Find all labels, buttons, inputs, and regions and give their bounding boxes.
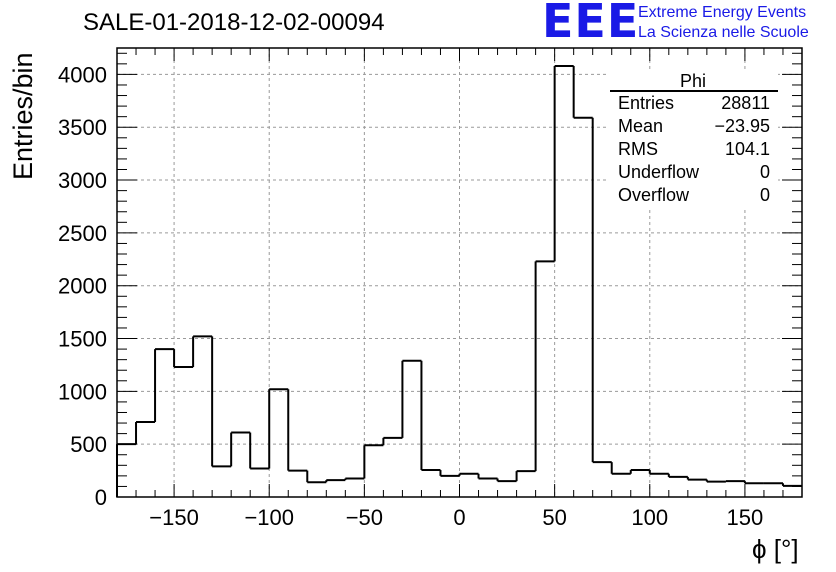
stats-value: 0: [759, 162, 770, 182]
x-tick-label: 150: [727, 505, 764, 530]
logo-subtitle-1: Extreme Energy Events: [638, 4, 807, 21]
y-tick-label: 0: [95, 485, 107, 510]
plot-title: SALE-01-2018-12-02-00094: [83, 9, 385, 36]
stats-label: Mean: [618, 116, 664, 136]
y-tick-label: 3500: [58, 115, 107, 140]
stats-value: 104.1: [724, 139, 770, 159]
y-tick-label: 2500: [58, 221, 107, 246]
stats-label: RMS: [618, 139, 658, 159]
x-tick-label: −150: [149, 505, 199, 530]
x-tick-label: 50: [542, 505, 566, 530]
x-axis-label: ϕ [°]: [752, 534, 799, 564]
y-tick-label: 1000: [58, 379, 107, 404]
y-axis-label: Entries/bin: [8, 52, 38, 180]
stats-value: 28811: [721, 93, 770, 113]
tick-labels: −150 −100 −50 0 50 100 15005001000150020002500…: [58, 62, 763, 530]
stats-value: −23.95: [714, 116, 770, 136]
stats-label: Overflow: [618, 185, 690, 205]
x-tick-label: −50: [346, 505, 383, 530]
y-tick-label: 1500: [58, 327, 107, 352]
y-tick-label: 2000: [58, 274, 107, 299]
stats-title: Phi: [679, 71, 706, 91]
stats-divider: [610, 90, 778, 92]
stats-box: Phi Entries 28811 Mean −23.95 RMS 104.1 …: [608, 70, 778, 208]
y-tick-label: 4000: [58, 62, 107, 87]
y-tick-label: 500: [70, 432, 107, 457]
axis-ticks: [116, 48, 803, 498]
histogram-series: [116, 64, 802, 497]
x-tick-label: 100: [631, 505, 668, 530]
x-tick-label: −100: [244, 505, 294, 530]
stats-value: 0: [759, 185, 770, 205]
x-tick-label: 0: [453, 505, 465, 530]
eee-logo: EEE: [542, 0, 640, 48]
y-tick-label: 3000: [58, 168, 107, 193]
stats-label: Entries: [618, 93, 675, 113]
stats-label: Underflow: [618, 162, 700, 182]
logo-subtitle-2: La Scienza nelle Scuole: [638, 24, 809, 41]
